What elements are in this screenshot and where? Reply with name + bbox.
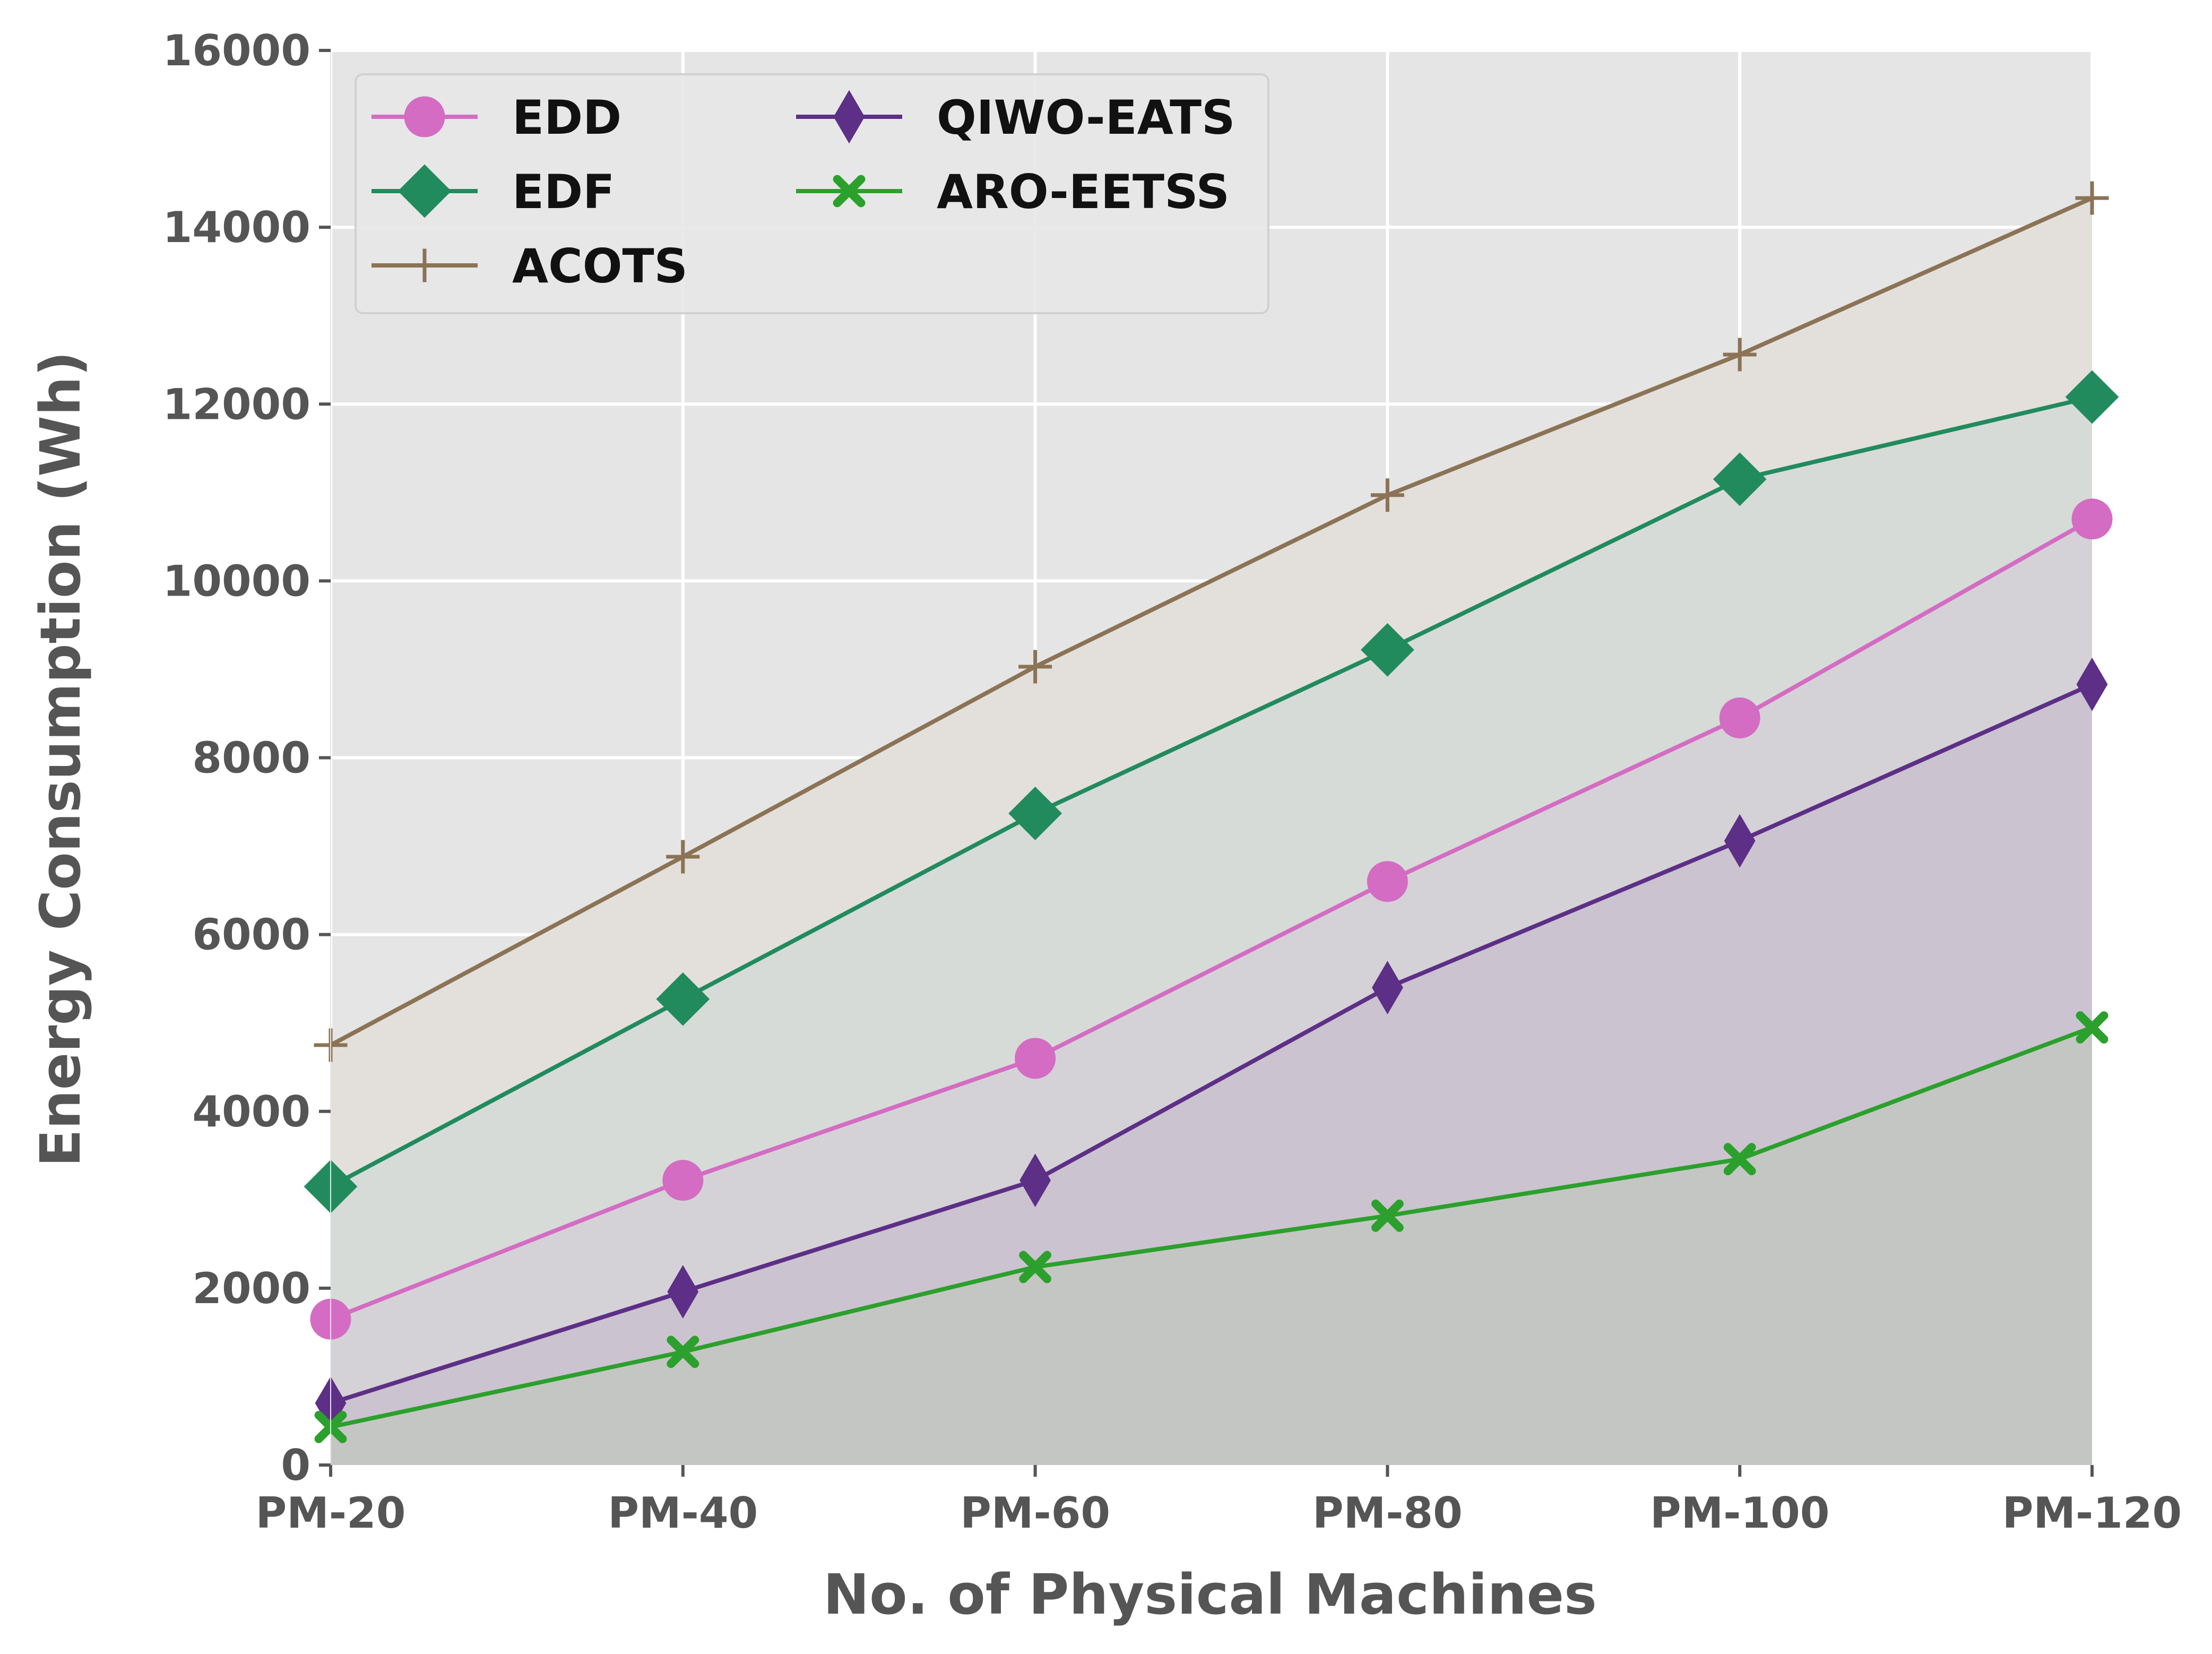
y-tick-label: 6000 — [192, 910, 310, 960]
data-point-edf — [1361, 623, 1414, 677]
data-point-edd — [1367, 861, 1408, 902]
series-line-qiwo-eats — [330, 682, 2093, 1406]
x-tick-label: PM-40 — [608, 1488, 758, 1538]
y-axis-title: Energy Consumption (Wh) — [28, 351, 93, 1167]
legend-entry-aro-eetss: ARO-EETSS — [796, 165, 1230, 219]
legend-entry-acots: ACOTS — [371, 239, 688, 294]
legend-label: EDF — [512, 165, 615, 219]
data-point-aro-eetss — [2076, 1011, 2109, 1044]
legend-entry-edf: EDF — [371, 164, 615, 219]
data-point-edf — [1713, 452, 1767, 506]
legend-label: EDD — [512, 90, 621, 145]
series-line-edd — [330, 517, 2093, 1321]
data-point-qiwo-eats — [667, 1265, 699, 1319]
x-tick-label: PM-100 — [1650, 1488, 1829, 1538]
data-point-edd — [1015, 1038, 1056, 1079]
legend-entry-qiwo-eats: QIWO-EATS — [796, 90, 1235, 145]
data-point-acots — [1370, 478, 1404, 512]
data-point-qiwo-eats — [1372, 961, 1403, 1014]
data-point-aro-eetss — [1019, 1251, 1051, 1283]
x-tick-label: PM-20 — [256, 1488, 406, 1538]
y-tick-label: 2000 — [192, 1264, 310, 1313]
data-point-aro-eetss — [1371, 1199, 1404, 1232]
x-tick-label: PM-120 — [2002, 1488, 2182, 1538]
data-point-aro-eetss — [667, 1336, 699, 1368]
legend-box — [355, 73, 1269, 314]
data-point-qiwo-eats — [1724, 814, 1756, 868]
legend-label: QIWO-EATS — [937, 90, 1235, 145]
y-tick-label: 16000 — [163, 26, 310, 75]
x-tick-label: PM-80 — [1312, 1488, 1463, 1538]
legend-marker — [408, 248, 442, 282]
data-point-edd — [1719, 697, 1760, 739]
y-tick-label: 12000 — [163, 380, 310, 429]
data-point-acots — [1723, 338, 1757, 372]
data-point-edf — [1008, 787, 1062, 840]
y-tick-label: 0 — [281, 1441, 310, 1490]
legend-marker — [398, 164, 452, 218]
y-tick-label: 4000 — [192, 1087, 310, 1136]
legend-marker — [833, 175, 866, 208]
legend-entry-edd: EDD — [371, 90, 621, 145]
series-line-aro-eetss — [330, 1025, 2093, 1429]
series-line-edf — [330, 395, 2093, 1188]
legend-label: ARO-EETSS — [937, 165, 1230, 219]
x-axis-title: No. of Physical Machines — [823, 1562, 1597, 1627]
y-tick-label: 8000 — [192, 734, 310, 783]
data-point-edf — [656, 972, 710, 1026]
data-point-acots — [2075, 181, 2109, 215]
legend-label: ACOTS — [512, 239, 688, 294]
y-tick-label: 10000 — [163, 556, 310, 606]
x-tick-label: PM-60 — [960, 1488, 1110, 1538]
data-point-acots — [1018, 650, 1052, 684]
area-fill-aro-eetss — [331, 1027, 2092, 1465]
data-point-edd — [662, 1160, 704, 1201]
data-point-aro-eetss — [1723, 1143, 1756, 1176]
data-point-qiwo-eats — [2076, 657, 2108, 711]
data-point-qiwo-eats — [1019, 1153, 1051, 1208]
y-tick-label: 14000 — [163, 203, 310, 252]
legend-marker — [833, 90, 865, 144]
data-point-edf — [2065, 370, 2119, 424]
data-point-edd — [2071, 498, 2113, 540]
legend-marker — [404, 96, 445, 137]
series-line-acots — [330, 196, 2093, 1047]
data-point-acots — [666, 840, 700, 874]
